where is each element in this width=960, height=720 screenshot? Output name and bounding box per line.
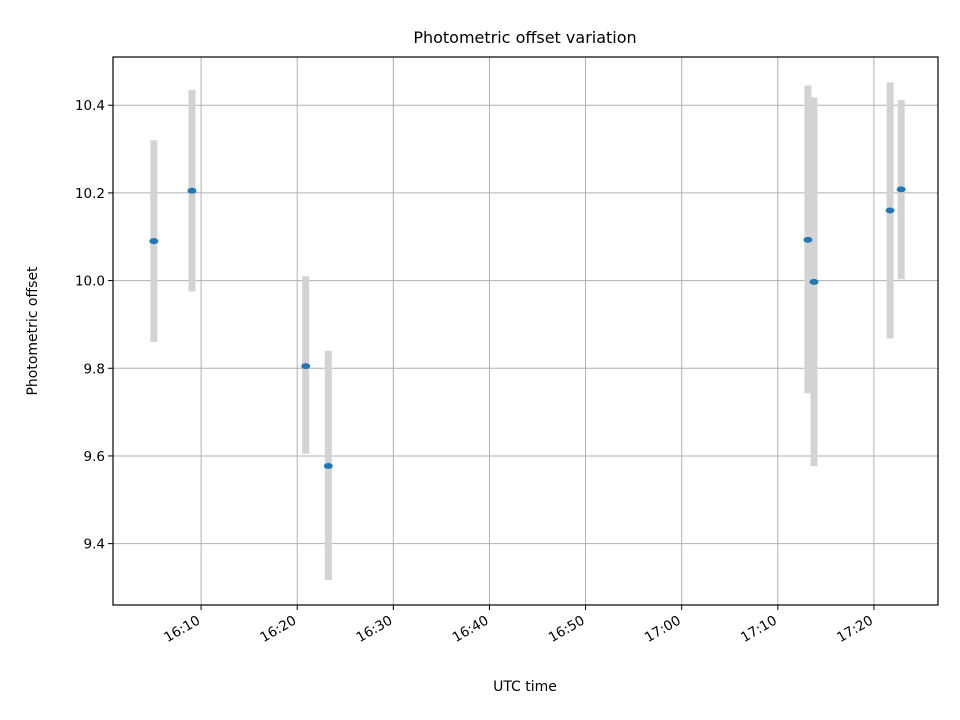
x-tick-label: 16:40 (450, 613, 492, 646)
data-point (809, 278, 819, 285)
y-ticks: 9.4 9.6 9.8 10.0 10.2 10.4 (75, 98, 113, 553)
x-tick-label: 16:10 (161, 613, 203, 646)
x-ticks: 16:10 16:20 16:30 16:40 16:50 17:00 17:10 17:20 (161, 605, 876, 646)
data-point (323, 463, 333, 470)
y-tick-label: 9.8 (84, 361, 105, 377)
chart-title: Photometric offset variation (413, 28, 636, 47)
x-tick-label: 16:30 (354, 613, 396, 646)
plot-frame (112, 56, 939, 606)
x-tick-label: 16:50 (546, 613, 588, 646)
x-tick-label: 17:10 (738, 613, 780, 646)
data-point (885, 207, 895, 214)
y-tick-label: 9.4 (84, 537, 105, 553)
y-tick-label: 9.6 (84, 449, 105, 465)
data-point (301, 363, 311, 370)
data-point (896, 186, 906, 193)
error-bars (150, 82, 905, 581)
y-axis-label: Photometric offset (25, 266, 41, 396)
data-points (149, 186, 906, 470)
x-tick-label: 16:20 (258, 613, 300, 646)
x-axis-label: UTC time (493, 679, 557, 695)
data-point (187, 187, 197, 194)
x-tick-label: 17:00 (642, 613, 684, 646)
data-point (149, 238, 159, 245)
x-tick-label: 17:20 (834, 613, 876, 646)
y-tick-label: 10.0 (75, 274, 105, 290)
grid-lines (113, 57, 938, 605)
y-tick-label: 10.4 (75, 98, 105, 114)
y-tick-label: 10.2 (75, 186, 105, 202)
data-point (803, 236, 813, 243)
